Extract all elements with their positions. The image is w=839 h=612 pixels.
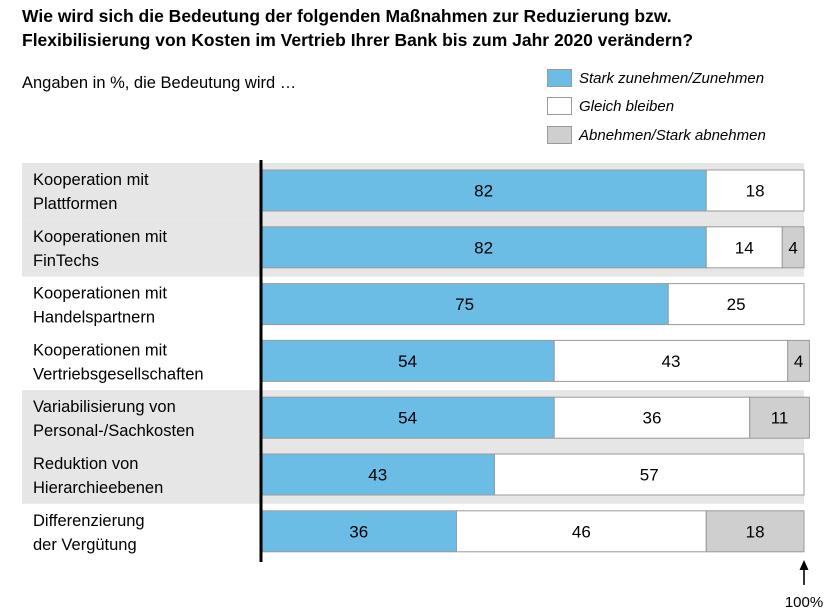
- bar-segment: [260, 453, 495, 496]
- category-label-line: FinTechs: [33, 252, 99, 270]
- category-label-line: Hierarchieebenen: [33, 479, 163, 497]
- data-label: 43: [368, 466, 387, 485]
- data-label: 18: [746, 182, 765, 201]
- data-label: 43: [662, 352, 681, 371]
- data-label: 25: [727, 295, 746, 314]
- bar-segment: [787, 339, 810, 382]
- category-label-line: Handelspartnern: [33, 309, 155, 327]
- category-label-line: Vertriebsgesellschaften: [33, 365, 204, 383]
- data-label: 46: [572, 522, 591, 541]
- legend-label-increase: Stark zunehmen/Zunehmen: [579, 70, 765, 87]
- bar-segment: [705, 226, 783, 269]
- marker-arrow-head: [799, 560, 809, 570]
- category-label-line: Differenzierung: [33, 512, 145, 530]
- bar-segment: [260, 396, 555, 439]
- data-label: 11: [771, 409, 789, 428]
- data-label: 4: [788, 238, 797, 257]
- data-label: 75: [455, 295, 474, 314]
- data-label: 54: [398, 409, 417, 428]
- bar-segment: [493, 453, 805, 496]
- category-label: Reduktion von Hierarchieebenen: [33, 455, 163, 497]
- data-label: 4: [794, 352, 803, 371]
- data-label: 14: [735, 238, 754, 257]
- data-label: 18: [746, 522, 765, 541]
- legend-swatch-decrease: [547, 126, 572, 144]
- category-label: Kooperationen mit FinTechs: [33, 228, 167, 270]
- chart-title-line-2: Flexibilisierung von Kosten im Vertrieb …: [22, 30, 694, 50]
- category-label: Differenzierung der Vergütung: [33, 512, 145, 554]
- category-label-line: Kooperationen mit: [33, 228, 167, 246]
- category-label-line: Kooperationen mit: [33, 285, 167, 303]
- legend-swatch-same: [547, 97, 572, 115]
- legend-label-decrease: Abnehmen/Stark abnehmen: [579, 127, 766, 144]
- data-label: 36: [349, 522, 368, 541]
- category-label-line: Personal-/Sachkosten: [33, 422, 194, 440]
- bar-segment: [260, 510, 457, 553]
- chart-subtitle: Angaben in %, die Bedeutung wird …: [22, 74, 297, 92]
- category-label-line: Plattformen: [33, 195, 117, 213]
- data-label: 82: [474, 238, 493, 257]
- bar-segment: [667, 283, 805, 326]
- category-label: Kooperationen mit Vertriebsgesellschaften: [33, 341, 204, 383]
- data-label: 54: [398, 352, 417, 371]
- bar-segment: [781, 226, 805, 269]
- marker-label: 100%: [785, 594, 823, 611]
- bar-segment: [705, 169, 805, 212]
- category-label: Kooperation mit Plattformen: [33, 171, 149, 213]
- bar-segment: [260, 283, 669, 326]
- category-label-line: Kooperation mit: [33, 171, 149, 189]
- category-label: Kooperationen mit Handelspartnern: [33, 285, 167, 327]
- category-label-line: Kooperationen mit: [33, 341, 167, 359]
- chart-title: Wie wird sich die Bedeutung der folgende…: [22, 4, 837, 52]
- category-label-line: Variabilisierung von: [33, 398, 176, 416]
- data-label: 57: [640, 466, 659, 485]
- bar-segment: [455, 510, 707, 553]
- data-label: 82: [474, 182, 493, 201]
- bar-segment: [260, 226, 707, 269]
- legend-swatch-increase: [547, 69, 572, 87]
- chart-title-line-1: Wie wird sich die Bedeutung der folgende…: [22, 6, 672, 26]
- bar-segment: [553, 396, 751, 439]
- data-label: 36: [642, 409, 661, 428]
- category-label: Variabilisierung von Personal-/Sachkosten: [33, 398, 194, 440]
- bar-segment: [749, 396, 810, 439]
- category-label-line: der Vergütung: [33, 536, 137, 554]
- legend-label-same: Gleich bleiben: [579, 98, 675, 115]
- bar-segment: [705, 510, 805, 553]
- category-label-line: Reduktion von: [33, 455, 139, 473]
